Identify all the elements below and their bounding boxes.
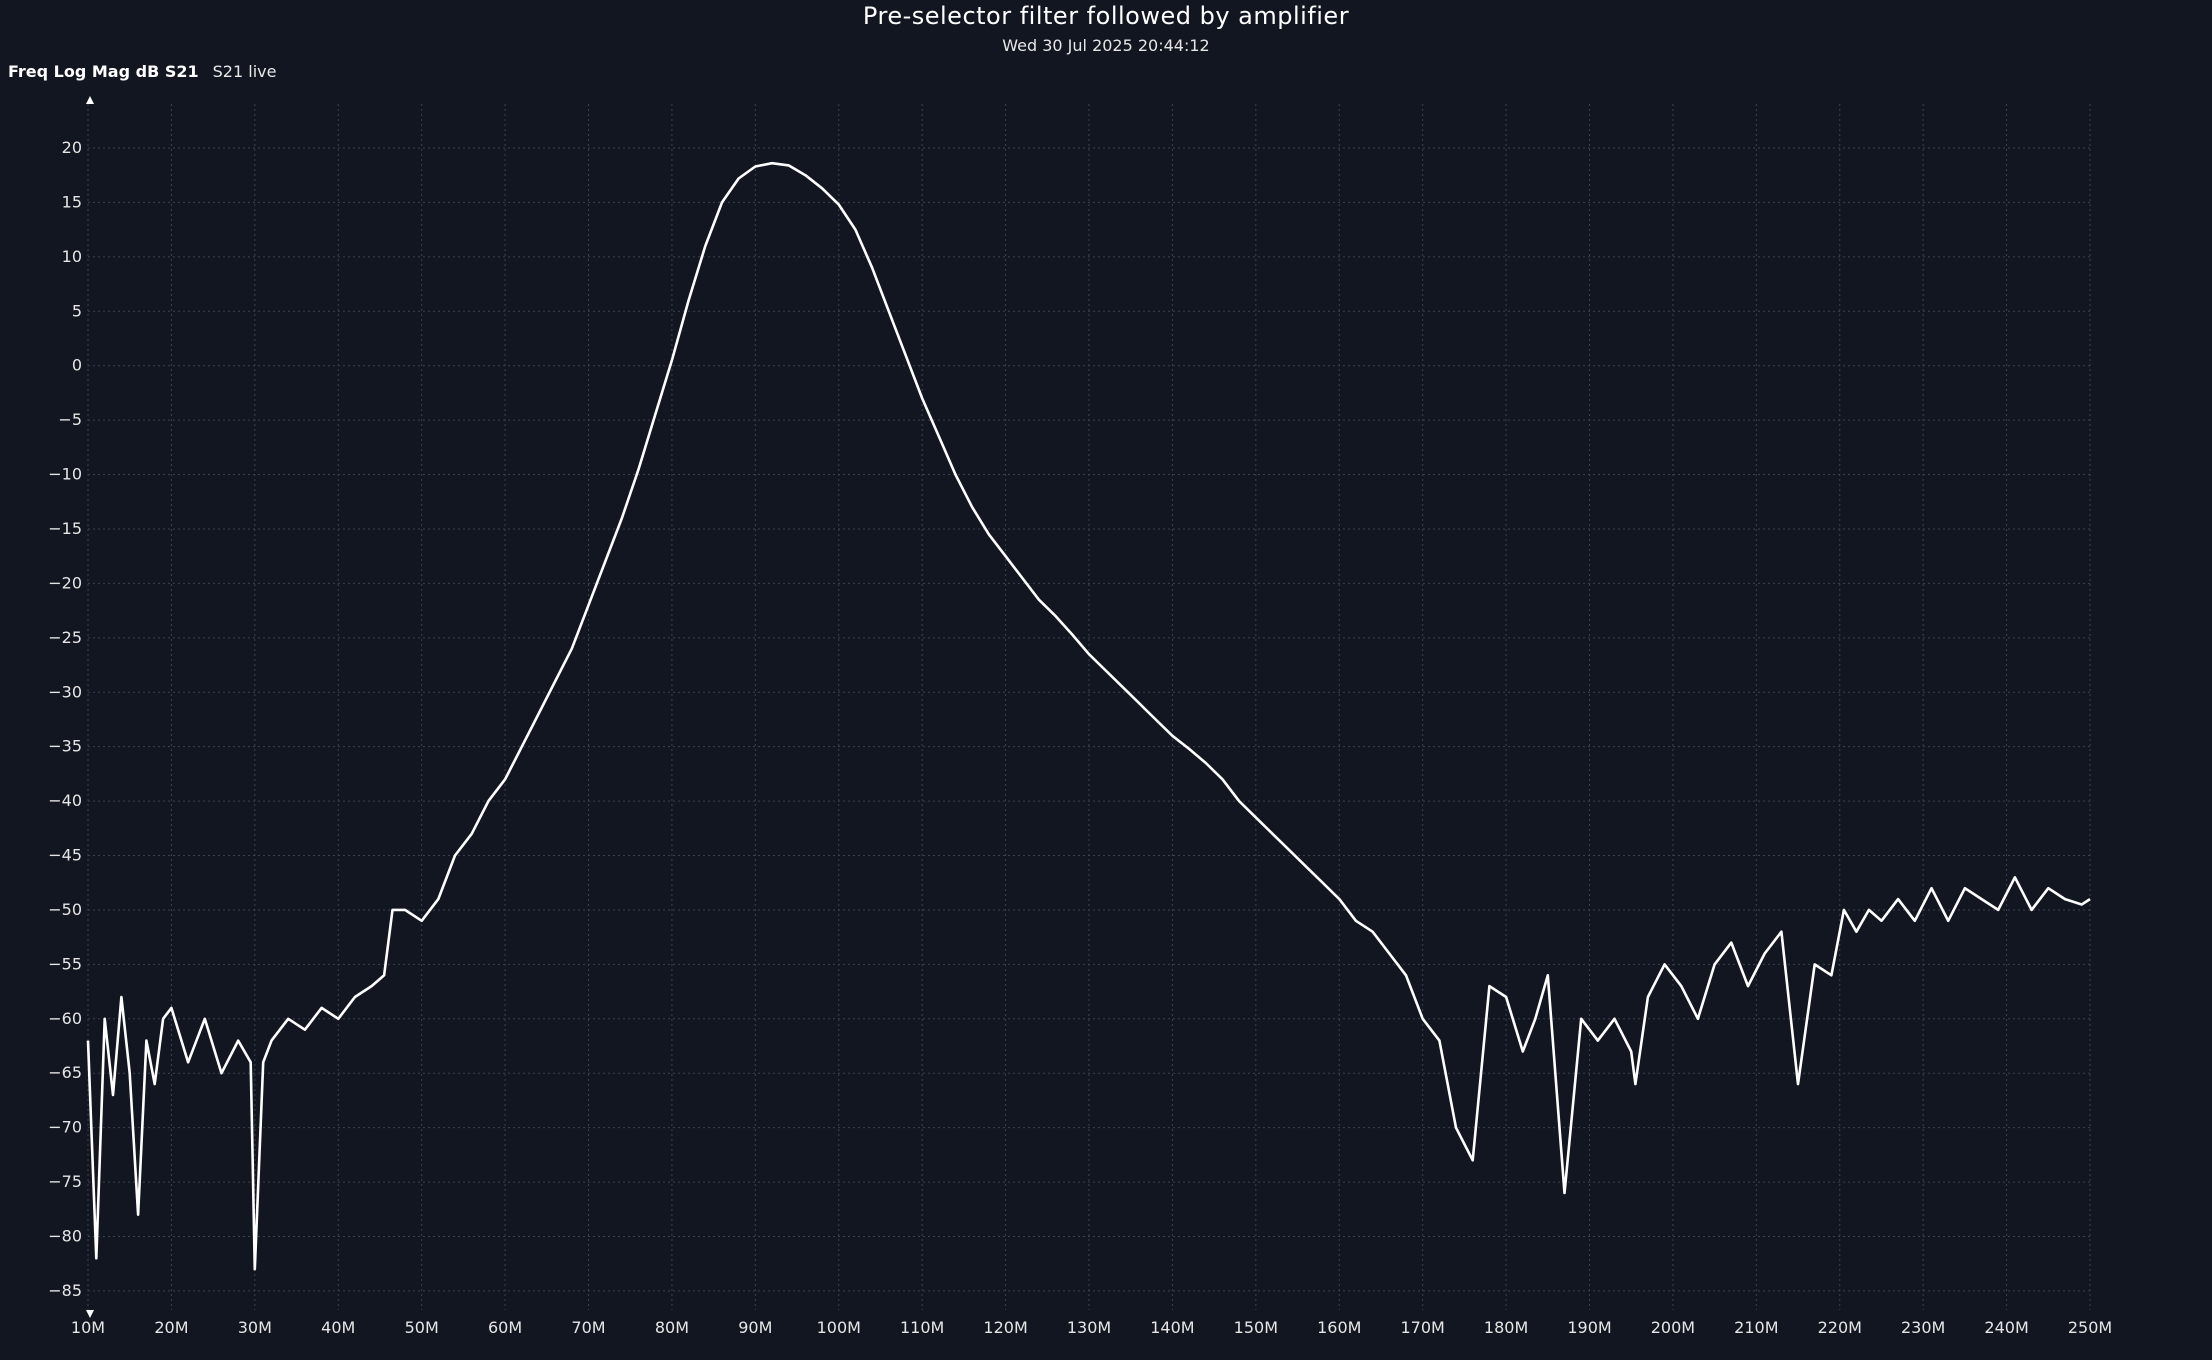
x-axis-ticks: 10M 20M 30M 40M 50M 60M 70M 80M 90M 100M 110M 120M 1… xyxy=(71,1318,2112,1337)
x-tick-label: 140M xyxy=(1150,1318,1194,1337)
trace-line-s21 xyxy=(86,161,2091,1271)
y-tick-label: −35 xyxy=(48,737,82,756)
x-tick-label: 70M xyxy=(571,1318,605,1337)
trace-label[interactable]: Freq Log Mag dB S21 S21 live xyxy=(8,62,276,81)
x-tick-label: 100M xyxy=(817,1318,861,1337)
x-tick-label: 40M xyxy=(321,1318,355,1337)
y-tick-label: −20 xyxy=(48,573,82,592)
x-tick-label: 200M xyxy=(1651,1318,1695,1337)
x-tick-label: 30M xyxy=(238,1318,272,1337)
x-tick-label: 240M xyxy=(1984,1318,2028,1337)
y-tick-label: −15 xyxy=(48,519,82,538)
x-tick-label: 20M xyxy=(154,1318,188,1337)
y-tick-label: 0 xyxy=(72,356,82,375)
x-tick-label: 60M xyxy=(488,1318,522,1337)
x-tick-label: 180M xyxy=(1484,1318,1528,1337)
y-tick-label: −40 xyxy=(48,791,82,810)
y-tick-label: −10 xyxy=(48,465,82,484)
x-tick-label: 160M xyxy=(1317,1318,1361,1337)
y-tick-label: −70 xyxy=(48,1118,82,1137)
x-tick-label: 130M xyxy=(1067,1318,1111,1337)
y-tick-label: 20 xyxy=(62,138,82,157)
trace-name: Freq Log Mag dB S21 xyxy=(8,62,199,81)
y-tick-label: −55 xyxy=(48,954,82,973)
x-tick-label: 90M xyxy=(738,1318,772,1337)
x-tick-label: 120M xyxy=(983,1318,1027,1337)
x-tick-label: 210M xyxy=(1734,1318,1778,1337)
x-tick-label: 220M xyxy=(1818,1318,1862,1337)
x-tick-label: 110M xyxy=(900,1318,944,1337)
chart-title: Pre-selector filter followed by amplifie… xyxy=(862,2,1350,30)
x-tick-label: 150M xyxy=(1234,1318,1278,1337)
y-tick-label: 15 xyxy=(62,192,82,211)
y-tick-label: −30 xyxy=(48,682,82,701)
reference-marker-bottom-icon xyxy=(86,1310,94,1318)
grid xyxy=(87,104,2091,1310)
y-tick-label: −80 xyxy=(48,1227,82,1246)
y-tick-label: −65 xyxy=(48,1063,82,1082)
x-tick-label: 230M xyxy=(1901,1318,1945,1337)
y-tick-label: −85 xyxy=(48,1281,82,1300)
y-tick-label: −60 xyxy=(48,1009,82,1028)
y-tick-label: −75 xyxy=(48,1172,82,1191)
chart-timestamp: Wed 30 Jul 2025 20:44:12 xyxy=(1002,36,1210,55)
x-tick-label: 250M xyxy=(2068,1318,2112,1337)
x-tick-label: 50M xyxy=(405,1318,439,1337)
y-tick-label: −45 xyxy=(48,846,82,865)
x-tick-label: 10M xyxy=(71,1318,105,1337)
x-tick-label: 190M xyxy=(1567,1318,1611,1337)
y-axis-ticks: 20 15 10 5 0 −5 −10 −15 −20 −25 −30 −35 −40 −45 −50 −55… xyxy=(48,138,82,1300)
y-tick-label: 10 xyxy=(62,247,82,266)
trace-status: S21 live xyxy=(212,62,277,81)
y-tick-label: −50 xyxy=(48,900,82,919)
reference-marker-top-icon xyxy=(86,96,94,104)
x-tick-label: 80M xyxy=(655,1318,689,1337)
y-tick-label: −5 xyxy=(58,410,82,429)
x-tick-label: 170M xyxy=(1400,1318,1444,1337)
y-tick-label: 5 xyxy=(72,301,82,320)
y-tick-label: −25 xyxy=(48,628,82,647)
